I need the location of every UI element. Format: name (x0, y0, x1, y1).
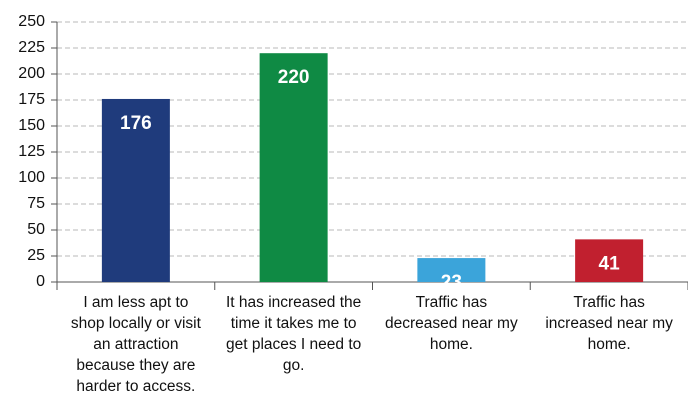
y-tick-label: 25 (27, 247, 45, 264)
y-tick-label: 175 (18, 91, 45, 108)
x-tick-label: Traffic has decreased near my home. (385, 294, 518, 353)
y-tick-label: 200 (18, 65, 45, 82)
y-tick-label: 50 (27, 221, 45, 238)
x-tick-label: I am less apt to shop locally or visit an … (71, 294, 202, 395)
value-label: 176 (120, 113, 152, 134)
y-tick-label: 250 (18, 13, 45, 30)
value-label: 220 (278, 67, 310, 88)
y-tick-label: 100 (18, 169, 45, 186)
bar (259, 53, 328, 283)
value-label: 41 (599, 253, 621, 274)
y-tick-label: 0 (36, 273, 45, 290)
y-tick-label: 225 (18, 39, 45, 56)
bar (575, 239, 644, 282)
y-tick-label: 125 (18, 143, 45, 160)
x-tick-label: Traffic has increased near my home. (545, 294, 673, 353)
y-tick-label: 150 (18, 117, 45, 134)
value-label: 23 (441, 272, 462, 293)
bar (417, 258, 486, 282)
bar (101, 98, 170, 283)
x-tick-label: It has increased the time it takes me to g… (226, 294, 361, 374)
y-tick-label: 75 (27, 195, 45, 212)
